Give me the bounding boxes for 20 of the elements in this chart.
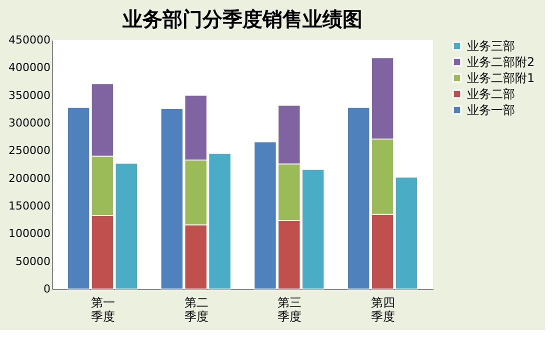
x-tick-label: 第三季度: [278, 296, 302, 324]
y-tick-label: 50000: [16, 254, 50, 268]
x-tick-label: 第二季度: [184, 296, 208, 324]
legend-label: 业务一部: [467, 103, 515, 117]
y-tick-label: 150000: [8, 200, 50, 212]
legend-label: 业务二部: [467, 87, 515, 101]
y-tick-label: 300000: [8, 116, 50, 130]
x-tick-label: 第四季度: [371, 296, 396, 324]
y-tick-label: 450000: [8, 34, 50, 46]
x-tick-label: 第一季度: [90, 296, 115, 324]
y-tick-label: 350000: [8, 88, 50, 102]
y-tick-label: 400000: [8, 61, 50, 74]
y-tick-label: 250000: [8, 144, 50, 158]
legend-label: 业务二部附2: [467, 55, 535, 69]
y-tick-label: 100000: [8, 227, 50, 240]
y-tick-label: 0: [44, 282, 50, 296]
y-tick-label: 200000: [8, 172, 50, 185]
chart-title: 业务部门分季度销售业绩图: [122, 7, 362, 31]
legend-label: 业务二部附1: [467, 71, 535, 85]
legend-label: 业务三部: [467, 39, 515, 53]
